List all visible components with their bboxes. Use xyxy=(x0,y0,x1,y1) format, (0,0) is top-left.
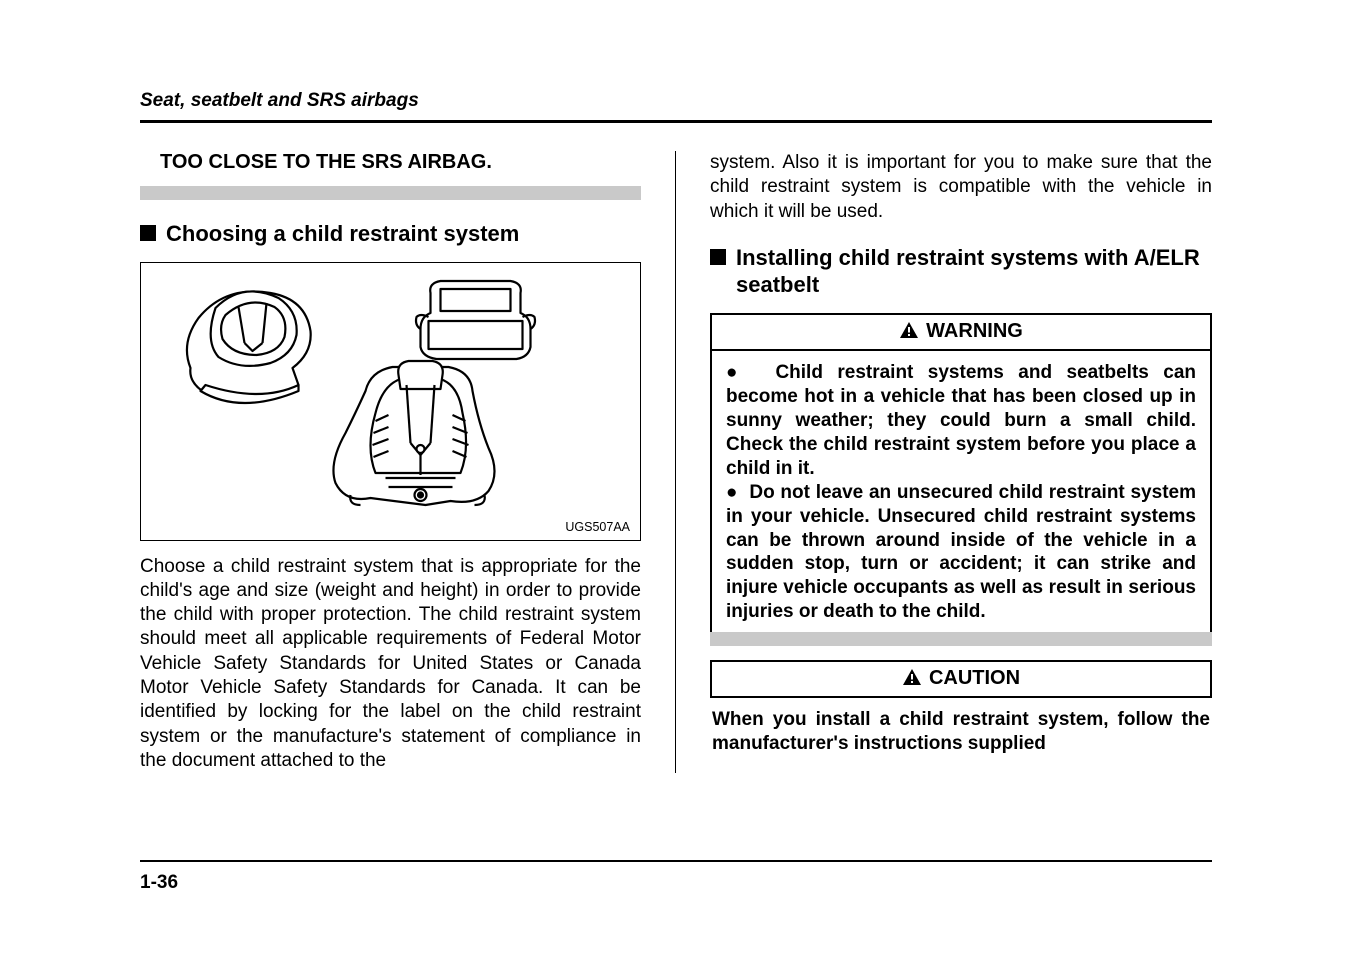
running-head: Seat, seatbelt and SRS airbags xyxy=(140,90,1212,112)
figure-box: UGS507AA xyxy=(140,262,641,541)
bullet-icon: ● xyxy=(726,482,749,503)
square-bullet-icon xyxy=(140,225,156,241)
warning-item-2: Do not leave an unsecured child restrain… xyxy=(726,482,1196,623)
bullet-icon: ● xyxy=(726,362,775,383)
figure-code: UGS507AA xyxy=(151,520,630,534)
warning-label: WARNING xyxy=(926,320,1023,342)
caution-label: CAUTION xyxy=(929,667,1020,689)
caution-body: When you install a child restraint syste… xyxy=(710,698,1212,756)
two-column-layout: TOO CLOSE TO THE SRS AIRBAG. Choosing a … xyxy=(140,151,1212,773)
bottom-rule xyxy=(140,860,1212,862)
page-number: 1-36 xyxy=(140,872,178,894)
section-end-bar xyxy=(140,186,641,200)
section-heading-choosing: Choosing a child restraint system xyxy=(140,220,641,248)
caution-triangle-icon xyxy=(902,668,922,692)
child-seat-illustration xyxy=(151,273,630,513)
section-heading-installing: Installing child restraint systems with … xyxy=(710,244,1212,299)
section-heading-text: Choosing a child restraint system xyxy=(166,220,519,248)
warning-item-1: Child restraint systems and seatbelts ca… xyxy=(726,362,1196,479)
paragraph-continuation: system. Also it is important for you to … xyxy=(710,151,1212,224)
top-rule xyxy=(140,120,1212,123)
paragraph-choosing: Choose a child restraint system that is … xyxy=(140,555,641,774)
caution-box: CAUTION When you install a child restrai… xyxy=(710,660,1212,756)
square-bullet-icon xyxy=(710,249,726,265)
caution-header: CAUTION xyxy=(710,660,1212,698)
warning-header: WARNING xyxy=(710,313,1212,351)
manual-page: Seat, seatbelt and SRS airbags TOO CLOSE… xyxy=(0,0,1352,954)
warning-body: ● Child restraint systems and seatbelts … xyxy=(710,351,1212,632)
right-column: system. Also it is important for you to … xyxy=(676,151,1212,773)
warning-triangle-icon xyxy=(899,321,919,345)
section-heading-text: Installing child restraint systems with … xyxy=(736,244,1212,299)
carryover-warning-line: TOO CLOSE TO THE SRS AIRBAG. xyxy=(160,151,641,174)
warning-box: WARNING ● Child restraint systems and se… xyxy=(710,313,1212,646)
left-column: TOO CLOSE TO THE SRS AIRBAG. Choosing a … xyxy=(140,151,676,773)
warning-end-bar xyxy=(710,632,1212,646)
